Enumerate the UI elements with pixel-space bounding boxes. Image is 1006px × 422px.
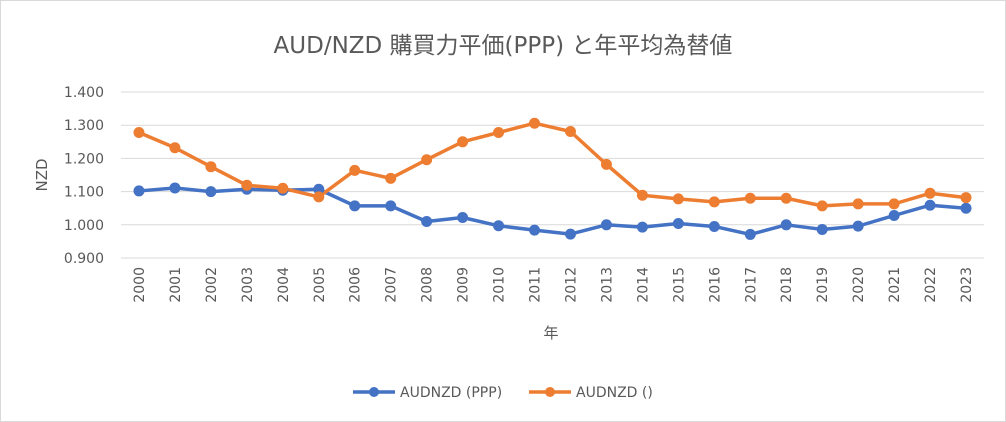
x-tick-label: 2001 [168, 267, 184, 303]
x-tick-label: 2009 [456, 267, 472, 303]
y-tick-label: 1.200 [64, 151, 104, 167]
y-tick-label: 0.900 [64, 251, 104, 267]
data-point [205, 161, 217, 173]
data-point [960, 202, 972, 214]
data-point [888, 198, 900, 210]
data-point [169, 182, 181, 194]
x-tick-label: 2000 [132, 267, 148, 303]
legend-marker [369, 387, 379, 397]
x-tick-label: 2023 [959, 267, 975, 303]
data-point [708, 196, 720, 208]
data-point [457, 136, 469, 148]
x-tick-label: 2005 [312, 267, 328, 303]
data-point [277, 182, 289, 194]
data-point [744, 228, 756, 240]
data-point [564, 228, 576, 240]
x-axis-label: 年 [543, 324, 558, 342]
x-tick-label: 2014 [635, 267, 651, 303]
y-axis-label: NZD [33, 158, 51, 191]
data-point [924, 199, 936, 211]
data-point [744, 192, 756, 204]
data-point [852, 198, 864, 210]
data-point [636, 221, 648, 233]
gridlines [121, 91, 984, 259]
legend-label: AUDNZD () [576, 385, 653, 401]
data-point [169, 142, 181, 154]
data-point [708, 220, 720, 232]
data-point [924, 187, 936, 199]
data-point [852, 220, 864, 232]
x-tick-label: 2004 [276, 267, 292, 303]
x-tick-label: 2008 [420, 267, 436, 303]
data-point [241, 179, 253, 191]
data-point [133, 185, 145, 197]
data-point [564, 126, 576, 138]
y-tick-label: 1.100 [64, 185, 104, 201]
legend-marker [545, 387, 555, 397]
x-tick-label: 2020 [851, 267, 867, 303]
series-layer [133, 117, 972, 240]
data-point [672, 193, 684, 205]
x-tick-label: 2013 [599, 267, 615, 303]
data-point [385, 200, 397, 212]
data-point [493, 220, 505, 232]
data-point [888, 210, 900, 222]
x-axis-ticks: 2000 2001 2002 2003 2004 2005 2006 2007 2008 2009… [132, 267, 975, 303]
x-tick-label: 2006 [348, 267, 364, 303]
chart-title: AUD/NZD 購買力平価(PPP) と年平均為替値 [274, 33, 733, 59]
x-tick-label: 2007 [384, 267, 400, 303]
x-tick-label: 2015 [671, 267, 687, 303]
x-tick-label: 2003 [240, 267, 256, 303]
data-point [205, 186, 217, 198]
x-tick-label: 2022 [923, 267, 939, 303]
y-tick-label: 1.400 [64, 85, 104, 101]
data-point [349, 200, 361, 212]
data-point [421, 215, 433, 227]
data-point [600, 219, 612, 231]
data-point [313, 191, 325, 203]
x-tick-label: 2017 [743, 267, 759, 303]
data-point [385, 172, 397, 184]
data-point [421, 154, 433, 166]
data-point [529, 117, 541, 129]
data-point [780, 219, 792, 231]
data-point [816, 223, 828, 235]
data-point [457, 211, 469, 223]
data-point [780, 192, 792, 204]
x-tick-label: 2021 [887, 267, 903, 303]
y-tick-label: 1.300 [64, 118, 104, 134]
data-point [349, 164, 361, 176]
data-point [529, 224, 541, 236]
legend: AUDNZD (PPP) AUDNZD () [353, 385, 653, 401]
data-point [960, 192, 972, 204]
series-line [138, 186, 967, 237]
data-point [672, 217, 684, 229]
data-point [493, 127, 505, 139]
y-tick-label: 1.000 [64, 218, 104, 234]
x-tick-label: 2011 [528, 267, 544, 303]
x-tick-label: 2016 [707, 267, 723, 303]
data-point [636, 189, 648, 201]
legend-label: AUDNZD (PPP) [400, 385, 502, 401]
x-tick-label: 2002 [204, 267, 220, 303]
data-point [600, 158, 612, 170]
data-point [133, 127, 145, 139]
x-tick-label: 2019 [815, 267, 831, 303]
x-tick-label: 2010 [492, 267, 508, 303]
data-point [816, 200, 828, 212]
y-axis-ticks: 0.900 1.000 1.100 1.200 1.300 1.400 [64, 85, 104, 267]
series-line [138, 121, 967, 208]
x-tick-label: 2018 [779, 267, 795, 303]
x-tick-label: 2012 [563, 267, 579, 303]
